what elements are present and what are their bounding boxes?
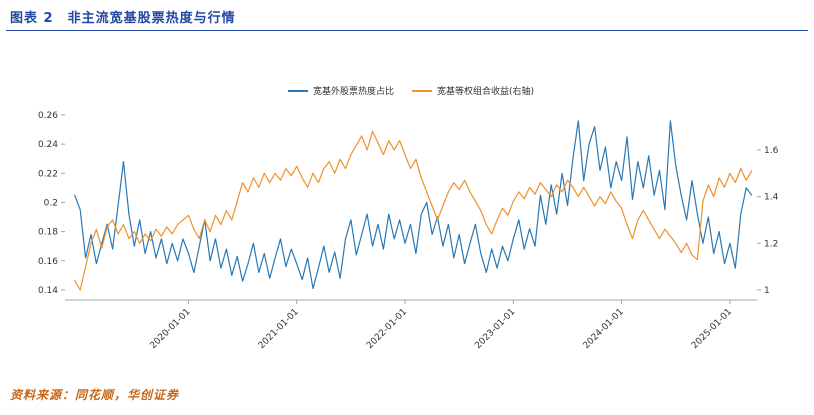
svg-text:0.18: 0.18 [38, 228, 58, 238]
svg-text:2020-01-01: 2020-01-01 [149, 307, 193, 351]
svg-text:1: 1 [764, 286, 770, 296]
svg-text:0.26: 0.26 [38, 111, 58, 121]
svg-text:2025-01-01: 2025-01-01 [690, 307, 734, 351]
svg-text:0.24: 0.24 [38, 140, 58, 150]
svg-text:2022-01-01: 2022-01-01 [365, 307, 409, 351]
svg-text:0.2: 0.2 [44, 198, 58, 208]
svg-text:1.6: 1.6 [764, 146, 779, 156]
svg-text:2021-01-01: 2021-01-01 [257, 307, 301, 351]
svg-text:0.14: 0.14 [38, 286, 58, 296]
svg-text:0.22: 0.22 [38, 169, 58, 179]
svg-text:2023-01-01: 2023-01-01 [473, 307, 517, 351]
figure-title: 图表 2 非主流宽基股票热度与行情 [10, 11, 236, 26]
source-note: 资料来源：同花顺，华创证券 [10, 388, 180, 402]
svg-text:1.4: 1.4 [764, 193, 779, 203]
title-underline-rule [6, 30, 808, 31]
svg-text:1.2: 1.2 [764, 239, 778, 249]
svg-text:2024-01-01: 2024-01-01 [582, 307, 626, 351]
svg-text:0.16: 0.16 [38, 257, 58, 267]
